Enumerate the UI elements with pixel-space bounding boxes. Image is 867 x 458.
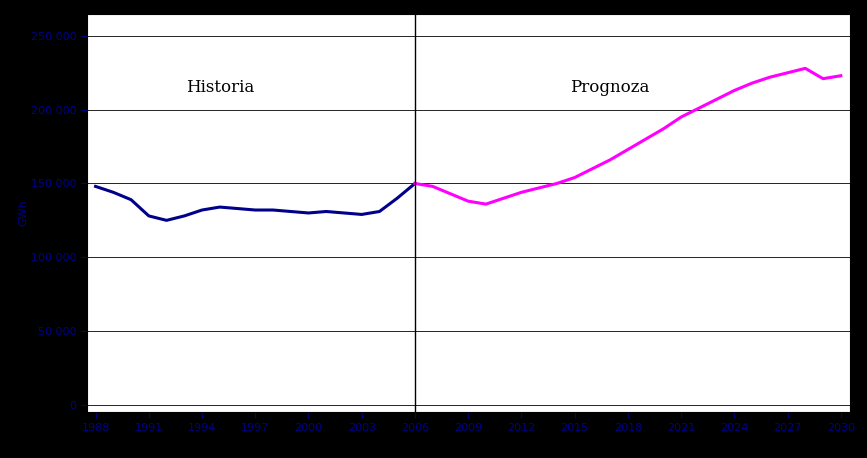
Text: Historia: Historia	[186, 79, 254, 96]
Y-axis label: GWh: GWh	[18, 200, 28, 226]
Text: Prognoza: Prognoza	[570, 79, 649, 96]
